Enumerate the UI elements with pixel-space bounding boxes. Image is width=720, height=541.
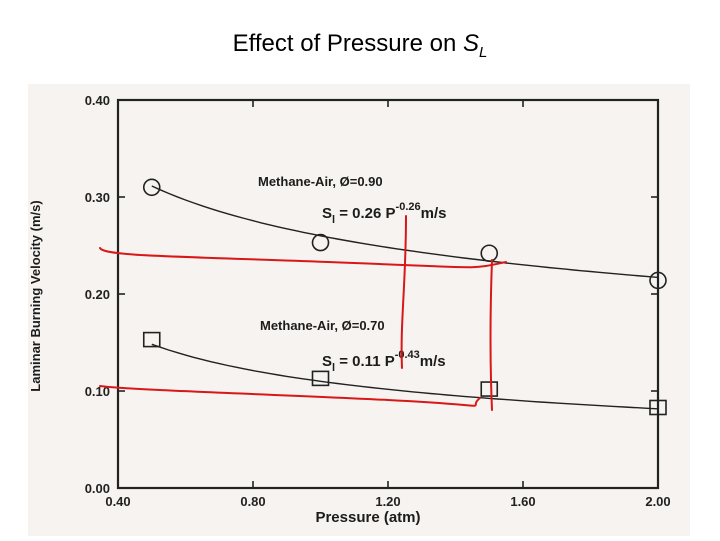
y-tick-label: 0.00 — [85, 481, 110, 496]
data-point-circle — [311, 233, 330, 252]
x-tick-label: 0.80 — [240, 494, 265, 509]
x-tick-label: 0.40 — [105, 494, 130, 509]
y-tick-label: 0.40 — [85, 93, 110, 108]
x-tick-label: 1.60 — [510, 494, 535, 509]
eq2-mid: = 0.11 P — [335, 353, 395, 370]
axes-frame — [116, 98, 660, 490]
eq1-exp: -0.26 — [396, 201, 421, 213]
data-markers — [142, 178, 667, 416]
markup-horizontal-upper — [99, 247, 507, 269]
slide-title-text: Effect of Pressure on — [232, 30, 463, 57]
eq2-sub: l — [332, 362, 335, 374]
slide-title-symbol: S — [462, 30, 479, 57]
hand-drawn-markup — [99, 215, 507, 411]
burning-velocity-chart: 0.40 0.80 1.20 1.60 2.000.000.100.200.300.40… — [28, 93, 671, 526]
series-label-phi-090: Methane-Air, Ø=0.90 — [258, 174, 383, 189]
data-point-circle — [142, 178, 161, 197]
y-tick-label: 0.30 — [85, 190, 110, 205]
eq1-unit: m/s — [421, 205, 447, 222]
markup-horizontal-lower — [99, 385, 481, 407]
slide-title-subscript: L — [479, 44, 488, 61]
x-tick-label: 1.20 — [375, 494, 400, 509]
fit-equation-phi-070: Sl = 0.11 P-0.43m/s — [322, 349, 446, 374]
fit-curves — [151, 185, 659, 410]
y-tick-label: 0.10 — [85, 384, 110, 399]
markup-vertical-left — [400, 215, 407, 369]
eq2-exp: -0.43 — [395, 349, 420, 361]
tick-labels: 0.40 0.80 1.20 1.60 2.00 0.00 0.10 0.20 0.30 0.40 — [85, 93, 671, 509]
eq1-sub: l — [332, 214, 335, 226]
eq1-lhs: S — [322, 205, 332, 222]
eq1-mid: = 0.26 P — [335, 205, 395, 222]
markup-vertical-right — [489, 259, 493, 411]
eq2-lhs: S — [322, 353, 332, 370]
eq2-unit: m/s — [420, 353, 446, 370]
fit-equation-phi-090: Sl = 0.26 P-0.26m/s — [322, 201, 446, 226]
x-axis-label: Pressure (atm) — [315, 509, 420, 526]
series-label-phi-070: Methane-Air, Ø=0.70 — [260, 318, 385, 333]
fit-curve-2 — [151, 343, 659, 410]
scanned-chart-image: 0.40 0.80 1.20 1.60 2.00 0.00 0.10 0.20 0.30 0.40… — [28, 84, 690, 536]
y-tick-label: 0.20 — [85, 287, 110, 302]
data-point-square — [311, 370, 330, 387]
y-axis-label: Laminar Burning Velocity (m/s) — [28, 200, 43, 391]
x-tick-label: 2.00 — [645, 494, 670, 509]
data-point-square — [142, 331, 161, 348]
data-point-square — [480, 381, 499, 397]
data-point-square — [649, 399, 667, 416]
plot-frame — [116, 98, 660, 490]
data-point-circle — [649, 271, 667, 290]
data-point-circle — [480, 244, 499, 263]
slide-title: Effect of Pressure on SL — [0, 30, 720, 61]
